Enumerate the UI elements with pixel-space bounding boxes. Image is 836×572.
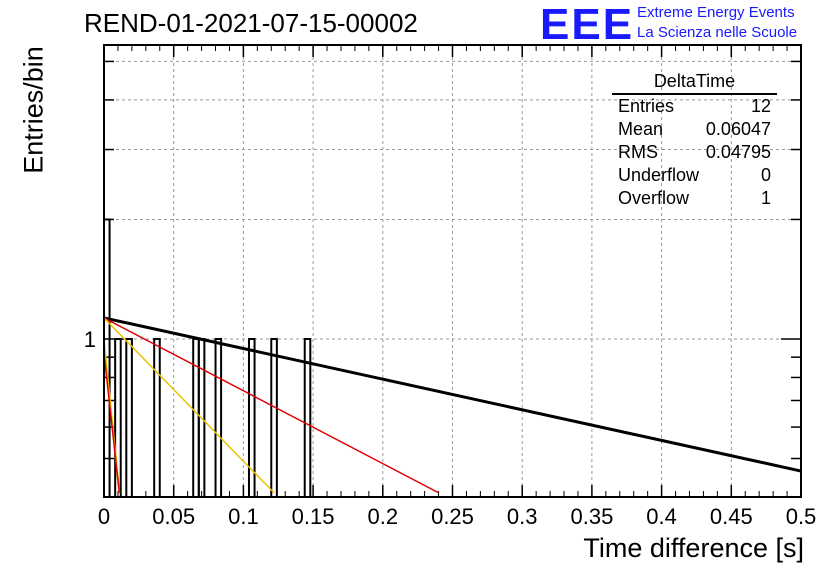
y-axis-label: Entries/bin (18, 46, 49, 174)
eee-logo: EEE (540, 0, 635, 49)
stats-rows: Entries 12 Mean 0.06047 RMS 0.04795 Underflow 0… (612, 95, 777, 210)
histogram-bar (247, 337, 256, 498)
histogram-bar (125, 337, 133, 498)
x-tick-label: 0.5 (786, 504, 817, 529)
x-tick-label: 0.2 (368, 504, 399, 529)
x-tick-label: 0.25 (431, 504, 474, 529)
stats-row: Mean 0.06047 (612, 118, 777, 141)
stats-row: Overflow 1 (612, 187, 777, 210)
fit-line (103, 317, 439, 494)
stats-row: Entries 12 (612, 95, 777, 118)
logo-line-2: La Scienza nelle Scuole (637, 24, 798, 41)
stats-value: 12 (750, 96, 771, 116)
logo-line-1: Extreme Energy Events (637, 4, 795, 21)
fit-line (103, 317, 275, 494)
histogram-bar (153, 337, 161, 498)
stats-box: DeltaTime Entries 12 Mean 0.06047 RMS 0.04795… (612, 71, 777, 210)
x-tick-label: 0.15 (292, 504, 335, 529)
x-tick-label: 0.05 (152, 504, 195, 529)
chart-title: REND-01-2021-07-15-00002 (84, 8, 418, 38)
x-tick-label: 0.45 (710, 504, 753, 529)
histogram-bar (214, 337, 223, 498)
stats-value: 0.06047 (705, 119, 771, 139)
histogram-bar (270, 337, 278, 498)
x-tick-label: 0.35 (570, 504, 613, 529)
x-tick-label: 0 (98, 504, 110, 529)
stats-label: Underflow (618, 165, 700, 185)
stats-label: Mean (618, 119, 664, 139)
fit-line (103, 353, 121, 493)
stats-value: 1 (760, 188, 771, 208)
stats-title: DeltaTime (612, 71, 777, 95)
y-tick-label: 1 (84, 327, 96, 352)
stats-label: RMS (618, 142, 658, 162)
stats-value: 0 (760, 165, 771, 185)
stats-label: Entries (618, 96, 675, 116)
x-tick-label: 0.4 (646, 504, 677, 529)
stats-row: RMS 0.04795 (612, 141, 777, 164)
x-tick-label: 0.1 (228, 504, 259, 529)
stats-value: 0.04795 (705, 142, 771, 162)
x-axis-label: Time difference [s] (583, 533, 804, 563)
plot-frame (103, 44, 802, 498)
stats-label: Overflow (618, 188, 690, 208)
stats-row: Underflow 0 (612, 164, 777, 187)
fit-line (103, 316, 802, 473)
x-tick-label: 0.3 (507, 504, 538, 529)
